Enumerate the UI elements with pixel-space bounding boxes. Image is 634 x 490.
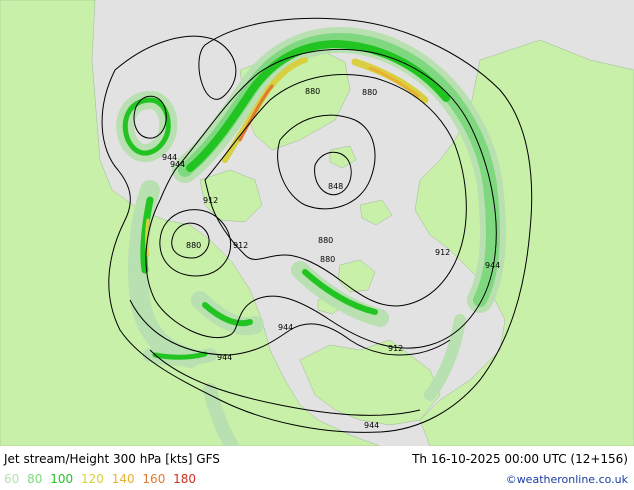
- contour-label: 912: [435, 248, 450, 257]
- canadian-islands-land: [199, 169, 263, 223]
- jet-band-west-60: [128, 180, 200, 368]
- contour-label: 880: [186, 241, 201, 250]
- jet-band-east-100: [302, 269, 378, 315]
- contour-label: 880: [318, 236, 333, 245]
- legend-item: 180: [173, 472, 197, 486]
- valid-time: Th 16-10-2025 00:00 UTC (12+156): [412, 452, 628, 466]
- jet-stream-bands: [116, 27, 506, 446]
- contour-944-mid: [129, 299, 451, 356]
- jet-band-max-a-core: [238, 84, 274, 142]
- legend-item: 160: [142, 472, 166, 486]
- map-title: Jet stream/Height 300 hPa [kts] GFS: [4, 452, 220, 466]
- contour-label: 912: [388, 344, 403, 353]
- legend-item: 60: [4, 472, 20, 486]
- jet-band-right-60: [424, 314, 466, 401]
- map-footer: Jet stream/Height 300 hPa [kts] GFS Th 1…: [0, 446, 634, 490]
- contour-848: [314, 151, 352, 196]
- contour-label: 912: [233, 241, 248, 250]
- contour-label: 944: [485, 261, 500, 270]
- jet-band-tail-100: [152, 351, 208, 360]
- contour-880: [204, 73, 467, 307]
- europe-land: [299, 339, 441, 426]
- contour-label: 944: [278, 323, 293, 332]
- jet-band-south-100: [202, 302, 253, 327]
- speed-legend: 60 80 100 120 140 160 180: [4, 472, 200, 486]
- contour-loop-west: [133, 95, 167, 139]
- contour-label: 880: [305, 87, 320, 96]
- legend-item: 100: [50, 472, 74, 486]
- legend-item: 80: [27, 472, 43, 486]
- contour-label: 880: [362, 88, 377, 97]
- contour-low-west: [171, 222, 210, 259]
- contour-944-outer: [101, 17, 533, 433]
- north-america-land: [0, 0, 381, 446]
- scandinavia-land: [337, 259, 376, 293]
- jet-band-west-120: [145, 218, 150, 257]
- jet-band-west-100: [140, 196, 154, 274]
- contour-low-west-outer: [159, 209, 232, 277]
- legend-item: 120: [80, 472, 104, 486]
- jet-stream-map: 880 880 944 944 912 848 880 912 880 880 …: [0, 0, 634, 446]
- contour-912: [145, 48, 497, 349]
- height-contours: [101, 17, 533, 433]
- contour-944-south: [149, 349, 421, 416]
- jet-band-max-b-core: [368, 66, 420, 98]
- contour-label: 944: [162, 153, 177, 162]
- contour-label: 912: [203, 196, 218, 205]
- contour-label: 944: [364, 421, 379, 430]
- contour-label: 944: [170, 160, 185, 169]
- contour-label: 880: [320, 255, 335, 264]
- contour-label: 848: [328, 182, 343, 191]
- contour-880-inner: [277, 114, 376, 210]
- credit-link[interactable]: ©weatheronline.co.uk: [505, 473, 628, 486]
- jet-band-southwest-60: [203, 383, 239, 446]
- jet-band-loop-100: [122, 97, 171, 156]
- contour-label-group: 880 880 944 944 912 848 880 912 880 880 …: [162, 87, 500, 430]
- svalbard-land: [359, 199, 393, 226]
- contour-label: 944: [217, 353, 232, 362]
- legend-item: 140: [111, 472, 135, 486]
